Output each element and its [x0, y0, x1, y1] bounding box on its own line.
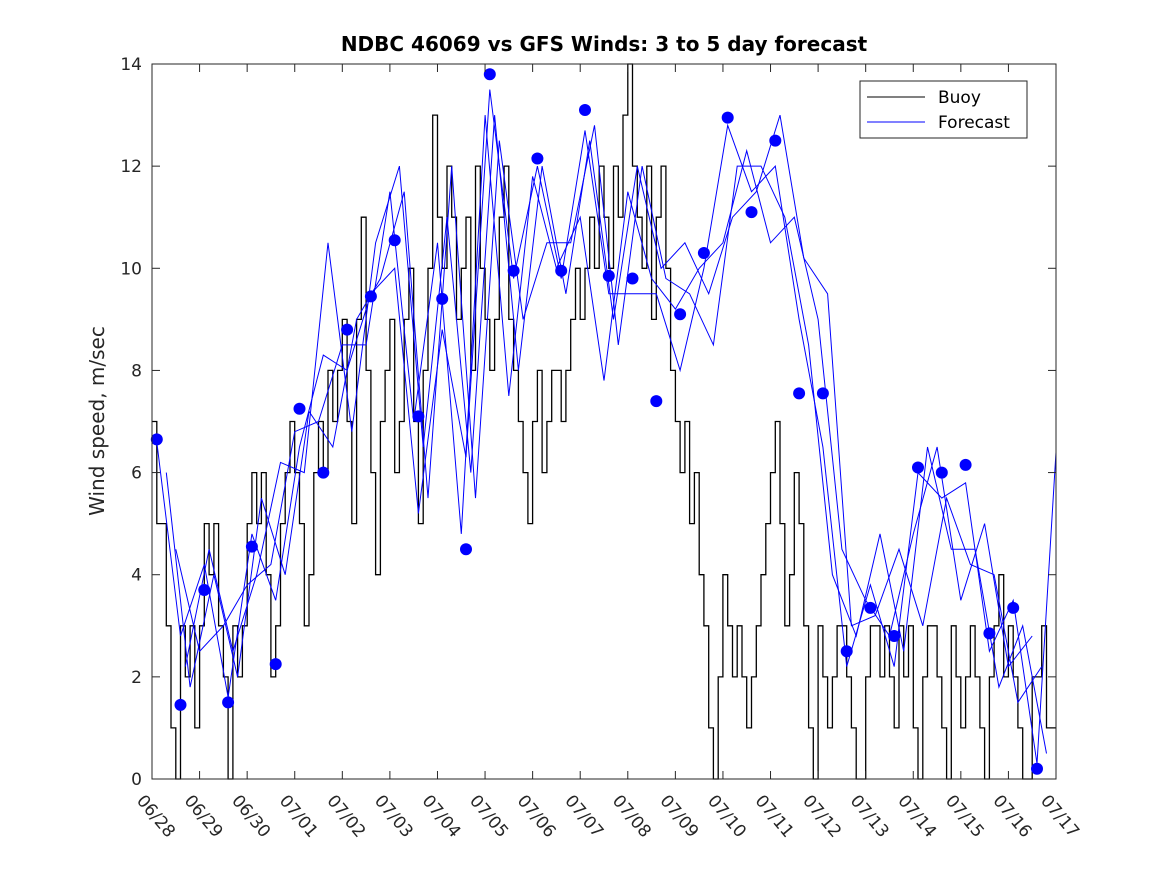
forecast-point [317, 466, 330, 479]
forecast-point [626, 272, 639, 285]
forecast-point [674, 308, 687, 321]
y-tick-label: 6 [131, 464, 142, 484]
legend-buoy-label: Buoy [938, 88, 981, 108]
forecast-point [888, 630, 901, 642]
y-tick-label: 0 [131, 770, 142, 790]
forecast-point [769, 134, 782, 147]
forecast-point [293, 402, 306, 415]
forecast-point [198, 584, 211, 596]
forecast-point [483, 68, 496, 81]
forecast-point [1031, 762, 1043, 775]
forecast-point [412, 410, 425, 423]
forecast-point [388, 234, 401, 247]
forecast-point [436, 292, 449, 305]
forecast-point [745, 206, 758, 219]
forecast-point [959, 458, 972, 471]
forecast-point [531, 152, 544, 165]
legend-box [859, 80, 1028, 139]
forecast-point [721, 111, 734, 124]
y-axis-label: Wind speed, m/sec [85, 326, 109, 516]
marker-layer [150, 68, 1043, 775]
forecast-point [222, 696, 235, 709]
legend: Buoy Forecast [859, 80, 1028, 139]
y-tick-label: 4 [131, 566, 142, 586]
forecast-point [579, 104, 591, 116]
forecast-point [269, 658, 282, 671]
forecast-point [555, 264, 568, 277]
y-tick-label: 2 [131, 668, 142, 688]
y-tick-label: 8 [131, 361, 142, 381]
forecast-series-line-1 [156, 89, 1057, 764]
forecast-point [983, 627, 996, 640]
plot-frame [151, 63, 1057, 780]
forecast-series-line-4 [184, 114, 1043, 704]
forecast-point [364, 290, 377, 303]
chart-title: NDBC 46069 vs GFS Winds: 3 to 5 day fore… [341, 32, 868, 56]
forecast-point [793, 387, 806, 400]
buoy-series-line [152, 63, 1056, 780]
forecast-point [840, 645, 853, 658]
y-tick-label: 10 [120, 259, 142, 279]
forecast-point [341, 323, 354, 336]
forecast-point [507, 264, 520, 277]
forecast-point [245, 540, 258, 553]
forecast-point [864, 601, 877, 614]
forecast-point [460, 543, 472, 556]
forecast-point [912, 461, 924, 474]
forecast-point [602, 269, 615, 282]
y-axis: 0 2 4 6 8 10 12 14 [120, 55, 1056, 790]
forecast-point [697, 247, 710, 259]
forecast-point [650, 395, 663, 408]
forecast-point [1007, 601, 1020, 614]
forecast-point [174, 698, 187, 711]
forecast-series-line-2 [165, 125, 1047, 754]
legend-forecast-label: Forecast [938, 113, 1010, 133]
forecast-point [816, 387, 829, 400]
y-tick-label: 14 [120, 55, 142, 75]
plot-area [150, 63, 1057, 780]
forecast-point [935, 466, 948, 479]
y-tick-label: 12 [120, 157, 142, 177]
forecast-point [150, 433, 163, 446]
